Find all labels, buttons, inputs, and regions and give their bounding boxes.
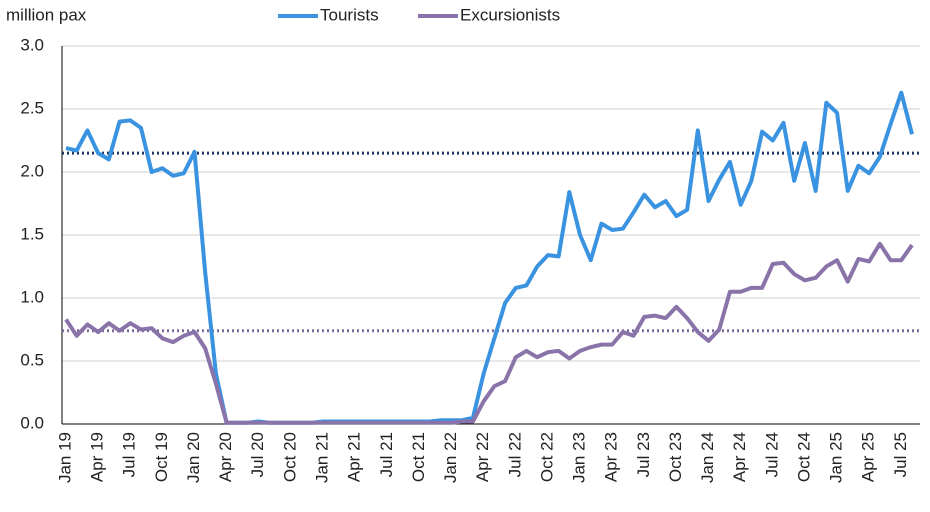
x-tick-label: Oct 20 bbox=[280, 432, 299, 482]
x-tick-label: Jul 24 bbox=[762, 432, 781, 477]
x-tick-label: Oct 21 bbox=[409, 432, 428, 482]
legend-label: Excursionists bbox=[460, 5, 560, 24]
x-tick-label: Jul 23 bbox=[634, 432, 653, 477]
x-tick-label: Apr 25 bbox=[859, 432, 878, 482]
x-tick-label: Apr 19 bbox=[88, 432, 107, 482]
legend-label: Tourists bbox=[320, 5, 379, 24]
x-tick-label: Jan 19 bbox=[55, 432, 74, 483]
x-tick-label: Jul 22 bbox=[505, 432, 524, 477]
series-line bbox=[64, 241, 914, 425]
x-tick-label: Jul 20 bbox=[248, 432, 267, 477]
x-tick-label: Jul 19 bbox=[120, 432, 139, 477]
y-tick-label: 3.0 bbox=[20, 35, 44, 54]
y-tick-label: 2.5 bbox=[20, 98, 44, 117]
x-tick-label: Oct 23 bbox=[666, 432, 685, 482]
x-tick-label: Apr 21 bbox=[345, 432, 364, 482]
x-tick-label: Apr 24 bbox=[730, 432, 749, 482]
series-line bbox=[65, 90, 914, 425]
x-tick-label: Jul 21 bbox=[377, 432, 396, 477]
x-tick-label: Oct 24 bbox=[794, 432, 813, 482]
x-tick-label: Apr 22 bbox=[473, 432, 492, 482]
x-tick-label: Jan 21 bbox=[312, 432, 331, 483]
x-tick-label: Oct 22 bbox=[537, 432, 556, 482]
x-tick-label: Apr 20 bbox=[216, 432, 235, 482]
x-tick-label: Jan 20 bbox=[184, 432, 203, 483]
x-tick-label: Apr 23 bbox=[602, 432, 621, 482]
x-tick-label: Jan 22 bbox=[441, 432, 460, 483]
y-tick-label: 0.0 bbox=[20, 413, 44, 432]
x-tick-label: Jan 24 bbox=[698, 432, 717, 483]
x-tick-label: Jan 25 bbox=[827, 432, 846, 483]
y-tick-label: 0.5 bbox=[20, 350, 44, 369]
y-tick-label: 1.0 bbox=[20, 287, 44, 306]
y-axis-label: million pax bbox=[6, 5, 87, 24]
y-tick-label: 1.5 bbox=[20, 224, 44, 243]
x-tick-label: Jul 25 bbox=[891, 432, 910, 477]
x-tick-label: Jan 23 bbox=[570, 432, 589, 483]
x-tick-label: Oct 19 bbox=[152, 432, 171, 482]
y-tick-label: 2.0 bbox=[20, 161, 44, 180]
